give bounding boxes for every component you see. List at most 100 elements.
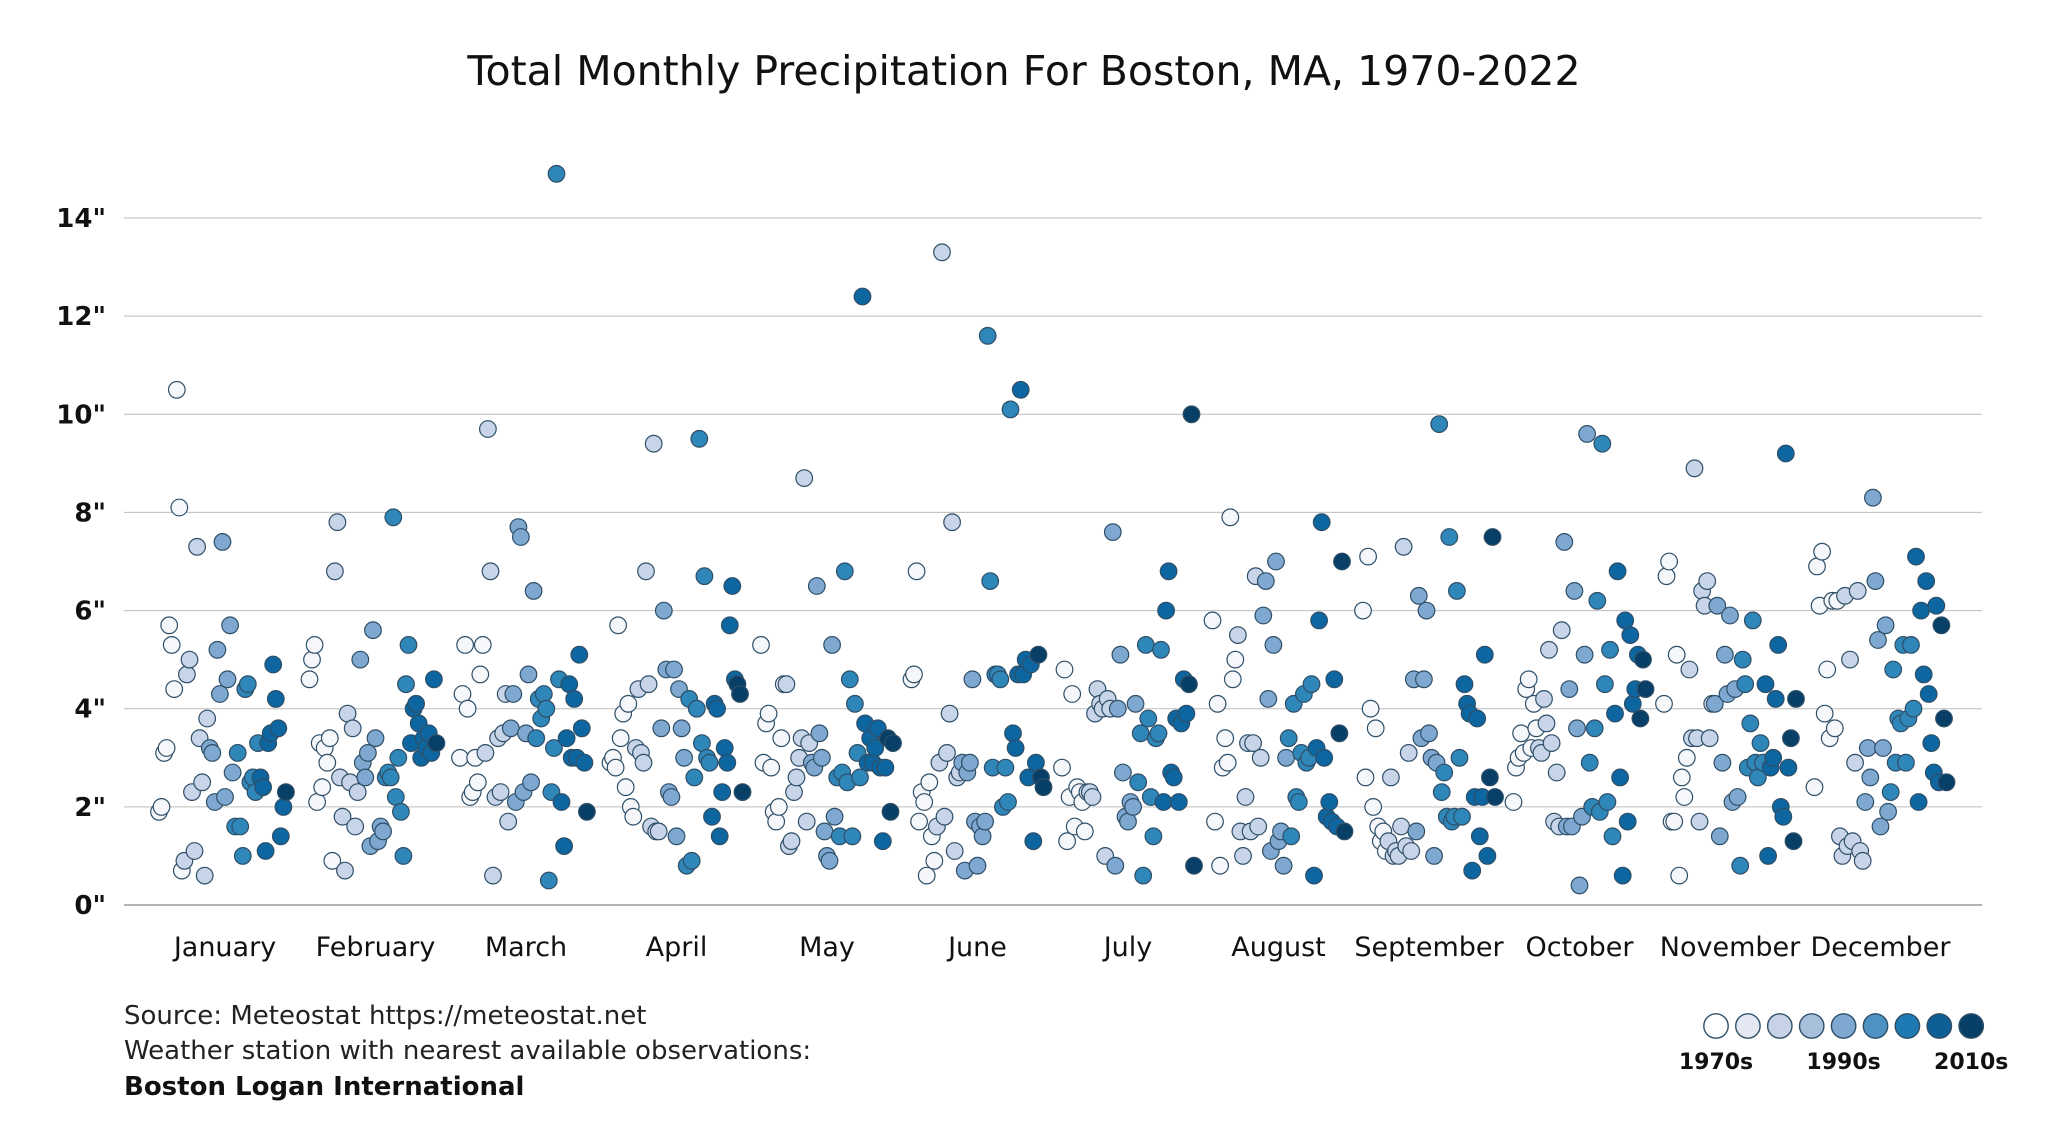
data-point (769, 798, 788, 816)
x-tick-label: October (1525, 932, 1634, 963)
data-point (1585, 719, 1604, 738)
data-point (1766, 690, 1785, 708)
data-point (1029, 645, 1048, 664)
data-point (557, 729, 576, 748)
data-point (767, 812, 786, 831)
data-point (1846, 753, 1864, 772)
data-point (1305, 866, 1323, 885)
data-point (1468, 709, 1487, 728)
data-point (303, 650, 321, 669)
data-point (915, 793, 934, 811)
data-point (203, 744, 222, 762)
data-point (935, 807, 954, 826)
data-point (386, 788, 405, 806)
legend-swatch (1862, 1013, 1889, 1039)
data-point (394, 847, 413, 865)
x-tick-label: January (172, 932, 276, 963)
data-point (1169, 793, 1188, 811)
data-point (795, 469, 814, 488)
data-point (1366, 719, 1385, 738)
data-point (1392, 817, 1410, 836)
data-point (1103, 523, 1122, 541)
data-point (1741, 714, 1760, 733)
data-point (1779, 758, 1798, 777)
data-point (1310, 611, 1328, 630)
data-point (611, 729, 630, 748)
data-point (1774, 807, 1793, 826)
legend-swatch (1926, 1013, 1953, 1039)
data-point (555, 837, 573, 855)
data-point (1228, 626, 1247, 644)
data-point (522, 773, 540, 792)
data-point (1537, 714, 1556, 733)
data-point (1575, 645, 1594, 664)
data-point (1223, 670, 1242, 689)
data-point (481, 562, 500, 581)
data-point (690, 429, 709, 448)
data-point (1601, 640, 1619, 659)
data-point (300, 670, 319, 689)
data-point (1660, 552, 1678, 571)
data-point (708, 699, 726, 718)
data-point (634, 753, 653, 772)
data-point (575, 753, 594, 772)
data-point (1909, 793, 1928, 811)
data-point (1159, 562, 1178, 581)
data-point (1902, 636, 1920, 654)
data-point (254, 778, 273, 797)
data-point (782, 832, 801, 851)
data-point (1409, 586, 1428, 605)
data-point (560, 675, 579, 694)
data-point (1580, 753, 1599, 772)
data-point (1164, 768, 1183, 787)
data-point (1603, 827, 1622, 846)
data-point (1236, 788, 1255, 806)
data-point (1129, 773, 1148, 792)
data-point (1486, 788, 1504, 806)
data-point (1613, 866, 1632, 885)
data-point (228, 744, 247, 762)
data-point (1006, 739, 1025, 757)
data-point (381, 768, 400, 787)
data-point (1764, 748, 1783, 767)
data-point (346, 817, 365, 836)
x-tick-label: November (1660, 932, 1801, 963)
data-point (1756, 675, 1775, 694)
data-point (1149, 724, 1168, 743)
data-point (1879, 802, 1897, 821)
data-point (527, 729, 546, 748)
data-point (343, 719, 362, 738)
data-point (1853, 851, 1872, 870)
data-point (1876, 616, 1895, 635)
data-point (1333, 552, 1351, 571)
data-point (1705, 694, 1724, 713)
data-point (1480, 768, 1499, 787)
data-point (1874, 739, 1892, 757)
grid-group (124, 217, 1982, 906)
data-point (731, 685, 749, 703)
data-point (1858, 739, 1877, 757)
data-point (1616, 611, 1635, 630)
y-tick-label: 8" (74, 498, 106, 528)
data-point (1420, 724, 1438, 743)
data-point (1904, 699, 1923, 718)
data-point (1139, 709, 1158, 728)
data-point (1432, 783, 1451, 801)
data-point (208, 640, 227, 659)
data-point (216, 788, 234, 806)
data-point (160, 616, 179, 635)
data-point (1024, 832, 1043, 851)
data-point (1721, 606, 1739, 625)
data-point (1776, 444, 1795, 463)
data-point (1535, 690, 1553, 708)
data-point (999, 793, 1017, 811)
data-point (1004, 724, 1022, 743)
data-point (1075, 822, 1094, 841)
data-point (256, 842, 275, 860)
data-point (501, 719, 520, 738)
data-point (578, 802, 596, 821)
data-point (687, 699, 706, 718)
legend-swatch (1766, 1013, 1793, 1039)
data-point (1606, 704, 1624, 723)
data-point (718, 753, 737, 772)
